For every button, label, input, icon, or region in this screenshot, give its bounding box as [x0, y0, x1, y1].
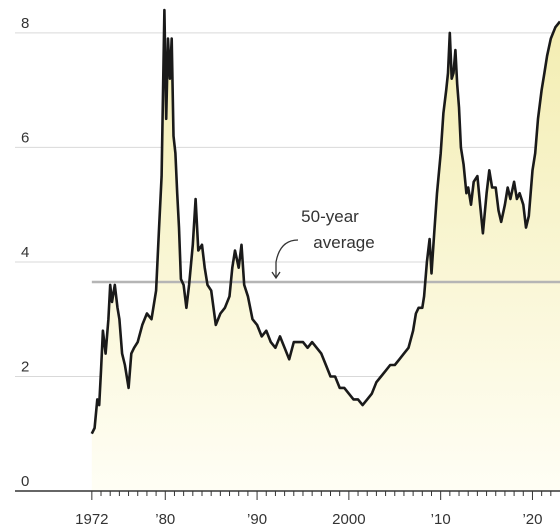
y-axis-labels: 0 2 4 6 8 — [21, 15, 29, 490]
x-tick-label-1972: 1972 — [75, 511, 108, 528]
x-axis-labels: 1972 ’80 ’90 2000 ’10 ’20 — [75, 511, 542, 528]
average-label-line1: 50-year — [301, 207, 359, 226]
y-tick-label-6: 6 — [21, 129, 29, 146]
y-tick-label-2: 2 — [21, 358, 29, 375]
x-tick-label-2010: ’10 — [431, 511, 451, 528]
average-annotation: 50-year average — [271, 207, 375, 280]
series-line — [90, 8, 560, 435]
y-tick-label-0: 0 — [21, 473, 29, 490]
y-tick-label-8: 8 — [21, 15, 29, 32]
average-label-line2: average — [313, 233, 374, 252]
y-tick-label-4: 4 — [21, 244, 29, 261]
x-tick-label-2020: ’20 — [522, 511, 542, 528]
average-arrow-icon — [271, 239, 299, 280]
x-tick-label-1980: ’80 — [155, 511, 175, 528]
x-tick-label-1990: ’90 — [247, 511, 267, 528]
x-axis-ticks — [91, 491, 552, 500]
x-tick-label-2000: 2000 — [332, 511, 365, 528]
